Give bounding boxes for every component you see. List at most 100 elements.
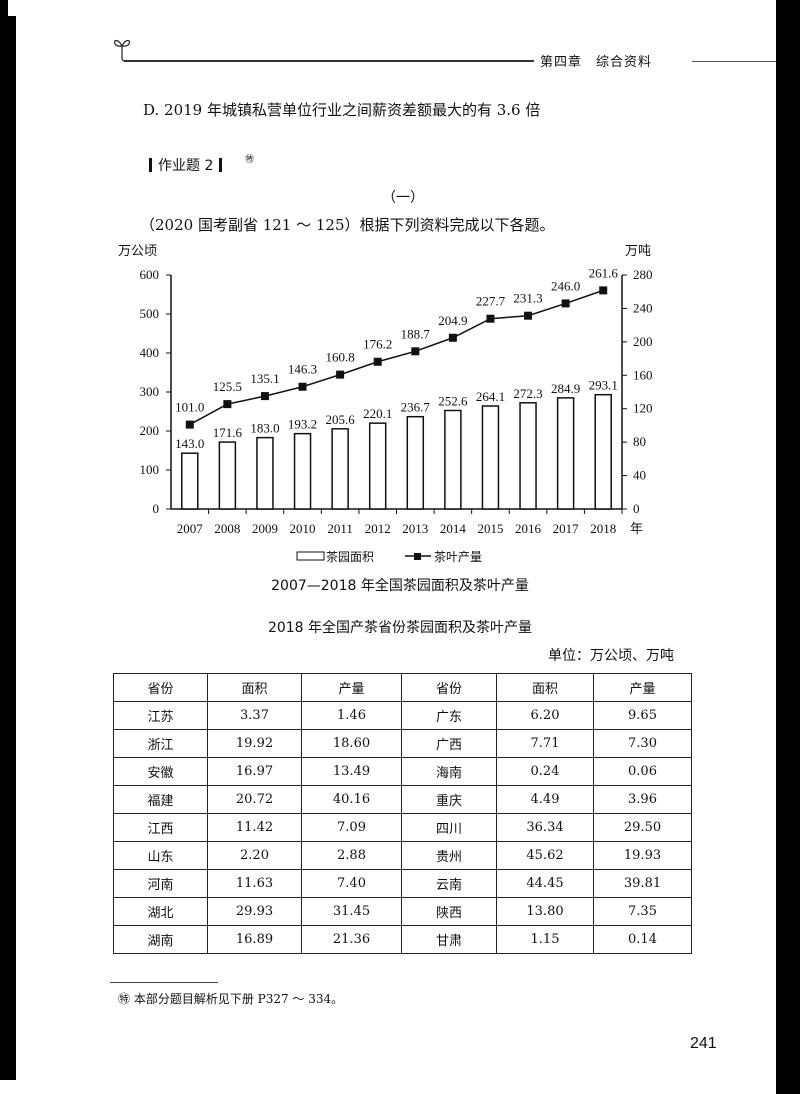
scan-border-right — [776, 0, 800, 1094]
x-tick-label: 2017 — [553, 521, 580, 536]
x-tick-label: 2015 — [477, 521, 503, 536]
output-line — [189, 289, 604, 426]
table-row: 江西 11.42 7.09 四川 36.34 29.50 — [113, 813, 692, 842]
area-bar — [481, 405, 500, 510]
table-cell: 7.09 — [301, 813, 402, 842]
table-cell: 4.49 — [496, 785, 594, 814]
table-cell: 7.30 — [593, 729, 692, 758]
table-header-cell: 面积 — [207, 673, 302, 702]
homework-heading: 作业题 2 — [143, 155, 228, 175]
area-bar-label: 205.6 — [326, 412, 356, 427]
table-cell: 2.20 — [207, 841, 302, 870]
area-bar — [556, 397, 575, 510]
area-bar — [519, 402, 537, 510]
table-cell: 1.15 — [496, 925, 594, 954]
tea-chart: 0 100 200 300 400 500 600 0 40 80 120 160 200 240 280 万… — [118, 243, 653, 564]
output-marker-icon — [524, 311, 533, 320]
left-tick-label: 500 — [140, 306, 160, 321]
table-cell: 7.71 — [496, 729, 594, 758]
table-cell: 11.63 — [207, 869, 302, 898]
output-marker-icon — [185, 420, 194, 429]
header-rule — [124, 60, 534, 62]
output-label: 261.6 — [589, 265, 619, 280]
table-cell: 7.40 — [301, 869, 402, 898]
x-tick-label: 2016 — [515, 521, 542, 536]
legend-area-label: 茶园面积 — [326, 549, 374, 564]
table-cell: 21.36 — [301, 925, 402, 954]
area-bar-label: 143.0 — [175, 436, 204, 451]
table-header-cell: 省份 — [113, 673, 208, 702]
table-cell: 36.34 — [496, 813, 594, 842]
intro-text: （2020 国考副省 121 ～ 125）根据下列资料完成以下各题。 — [140, 216, 555, 234]
table-header-cell: 面积 — [496, 673, 594, 702]
output-label: 188.7 — [401, 326, 431, 341]
table-body: 江苏 3.37 1.46 广东 6.20 9.65 浙江 19.92 18.60 广西 7.71 7.… — [113, 701, 692, 954]
page-number: 241 — [690, 1035, 717, 1052]
area-bar — [594, 393, 612, 510]
table-header-cell: 省份 — [401, 673, 497, 702]
table-cell: 39.81 — [593, 869, 692, 898]
output-label: 176.2 — [363, 337, 392, 352]
table-cell: 2.88 — [301, 841, 402, 870]
output-label: 204.9 — [438, 313, 467, 328]
area-bar — [406, 415, 425, 510]
right-tick-label: 120 — [633, 401, 653, 416]
table-cell: 安徽 — [113, 757, 208, 786]
table-cell: 福建 — [113, 785, 208, 814]
x-tick-label: 2013 — [402, 521, 428, 536]
table-cell: 四川 — [401, 813, 497, 842]
table-cell: 44.45 — [496, 869, 594, 898]
area-bar-label: 264.1 — [476, 389, 505, 404]
x-tick-label: 2012 — [365, 521, 391, 536]
table-header-row: 省份 面积 产量 省份 面积 产量 — [113, 673, 692, 702]
area-bar-label: 252.6 — [438, 393, 468, 408]
table-cell: 16.89 — [207, 925, 302, 954]
table-cell: 45.62 — [496, 841, 594, 870]
table-row: 安徽 16.97 13.49 海南 0.24 0.06 — [113, 757, 692, 786]
left-tick-label: 600 — [140, 267, 160, 282]
footnote-text: ㊕ 本部分题目解析见下册 P327 ～ 334。 — [118, 992, 344, 1006]
chapter-title: 第四章 综合资料 — [540, 55, 653, 70]
output-marker-icon — [223, 400, 232, 409]
footnote-rule — [110, 982, 218, 983]
legend-bar-icon — [296, 551, 325, 561]
output-marker-icon — [298, 382, 307, 391]
table-row: 浙江 19.92 18.60 广西 7.71 7.30 — [113, 729, 692, 758]
left-tick-label: 100 — [140, 462, 160, 477]
table-cell: 16.97 — [207, 757, 302, 786]
output-marker-icon — [599, 286, 608, 295]
table-cell: 重庆 — [401, 785, 497, 814]
heading-bar-icon — [149, 158, 152, 172]
area-bar-label: 236.7 — [401, 400, 431, 415]
area-bar — [368, 422, 387, 510]
table-cell: 9.65 — [593, 701, 692, 730]
table-row: 江苏 3.37 1.46 广东 6.20 9.65 — [113, 701, 692, 730]
output-label: 146.3 — [288, 362, 317, 377]
left-tick-label: 200 — [140, 423, 160, 438]
area-bar-label: 293.1 — [589, 378, 618, 393]
right-tick-label: 0 — [633, 501, 640, 516]
table-cell: 0.14 — [593, 925, 692, 954]
chart-title: 2007—2018 年全国茶园面积及茶叶产量 — [271, 578, 529, 594]
output-label: 231.3 — [513, 291, 542, 306]
table-cell: 江西 — [113, 813, 208, 842]
output-label: 135.1 — [250, 371, 279, 386]
output-marker-icon — [411, 347, 420, 356]
table-cell: 19.92 — [207, 729, 302, 758]
header-rule-right — [692, 61, 776, 62]
scan-border-left — [0, 16, 16, 1080]
section-number: （一） — [382, 190, 424, 206]
output-label: 160.8 — [326, 350, 355, 365]
table-title: 2018 年全国产茶省份茶园面积及茶叶产量 — [267, 620, 533, 636]
output-label: 227.7 — [476, 294, 506, 309]
table-cell: 13.80 — [496, 897, 594, 926]
output-marker-icon — [486, 314, 495, 323]
table-cell: 云南 — [401, 869, 497, 898]
right-tick-label: 40 — [633, 468, 646, 483]
table-cell: 20.72 — [207, 785, 302, 814]
x-tick-label: 2018 — [590, 521, 616, 536]
table-row: 福建 20.72 40.16 重庆 4.49 3.96 — [113, 785, 692, 814]
legend-marker-icon — [414, 553, 421, 560]
x-axis-unit: 年 — [630, 521, 643, 536]
table-cell: 11.42 — [207, 813, 302, 842]
